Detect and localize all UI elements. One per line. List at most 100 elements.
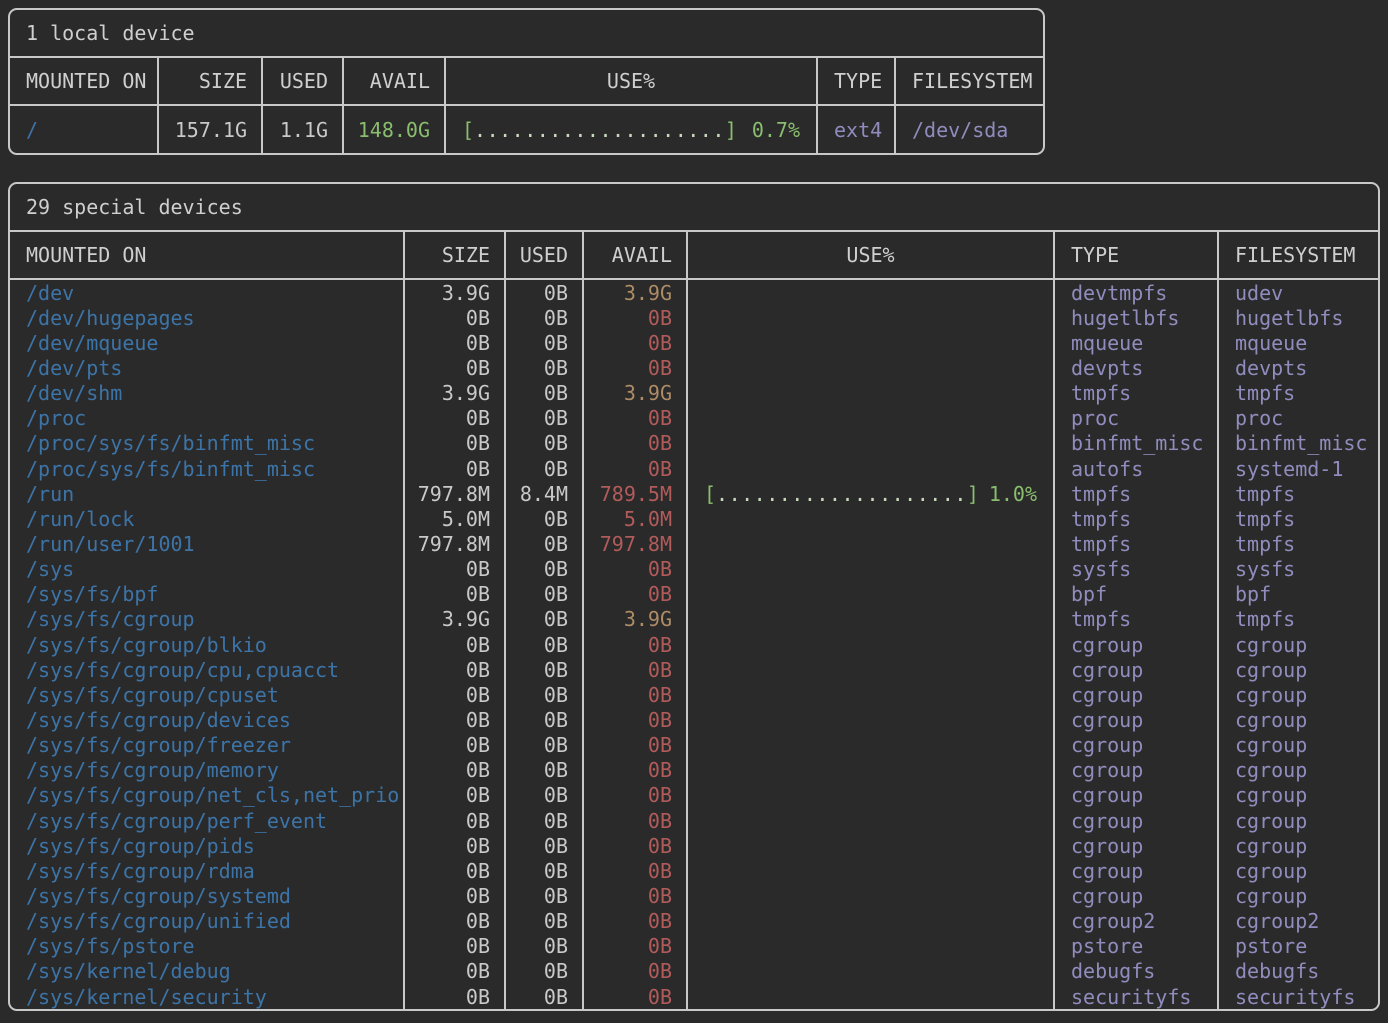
usage-cell: [686, 606, 1053, 632]
avail-cell: 0B: [582, 556, 686, 582]
type-cell: cgroup: [1053, 732, 1217, 758]
used-cell: 0B: [504, 280, 582, 306]
mount-cell: /sys/fs/cgroup/systemd: [26, 883, 291, 908]
type-cell: tmpfs: [1053, 380, 1217, 406]
mount-cell: /sys/kernel/security: [26, 984, 267, 1009]
size-cell: 0B: [403, 707, 504, 733]
mount-cell: /sys/fs/bpf: [26, 582, 159, 607]
table-row: /sys/fs/bpf 0B 0B 0B bpf bpf: [10, 581, 1378, 607]
size-cell: 0B: [403, 657, 504, 683]
filesystem-cell: mqueue: [1217, 330, 1378, 356]
avail-cell: 0B: [582, 757, 686, 783]
mount-cell: /sys/fs/cgroup/blkio: [26, 632, 267, 657]
column-header-mounted-on: MOUNTED ON: [26, 243, 147, 267]
avail-cell: 0B: [582, 858, 686, 884]
used-cell: 0B: [504, 305, 582, 331]
filesystem-cell: cgroup: [1217, 833, 1378, 859]
usage-cell: [686, 455, 1053, 482]
avail-cell: 0B: [582, 732, 686, 758]
filesystem-cell: cgroup: [1217, 682, 1378, 708]
mount-cell: /proc/sys/fs/binfmt_misc: [26, 456, 315, 481]
table-row: /proc/sys/fs/binfmt_misc 0B 0B 0B autofs…: [10, 455, 1378, 482]
usage-cell: [686, 380, 1053, 406]
type-cell: cgroup: [1053, 631, 1217, 658]
usage-cell: [686, 933, 1053, 959]
used-cell: 0B: [504, 531, 582, 557]
special-devices-header-row: MOUNTED ON SIZE USED AVAIL USE% TYPE FIL…: [10, 232, 1378, 280]
filesystem-cell: cgroup: [1217, 707, 1378, 733]
avail-cell: 0B: [582, 430, 686, 456]
usage-bar: [....................]: [704, 481, 979, 506]
table-row: /sys/fs/cgroup 3.9G 0B 3.9G tmpfs tmpfs: [10, 606, 1378, 632]
size-cell: 0B: [403, 908, 504, 934]
usage-cell: [686, 355, 1053, 381]
table-row: /sys/fs/cgroup/unified 0B 0B 0B cgroup2 …: [10, 908, 1378, 934]
type-cell: bpf: [1053, 581, 1217, 607]
table-row: /run 797.8M 8.4M 789.5M [...............…: [10, 481, 1378, 507]
avail-cell: 0B: [582, 305, 686, 331]
column-header-size: SIZE: [157, 58, 261, 104]
usage-percent: 1.0%: [988, 481, 1037, 506]
size-cell: 0B: [403, 305, 504, 331]
used-cell: 0B: [504, 983, 582, 1010]
type-cell: proc: [1053, 405, 1217, 431]
mount-cell: /dev/hugepages: [26, 305, 195, 330]
table-row: /sys/fs/cgroup/net_cls,net_prio 0B 0B 0B…: [10, 782, 1378, 808]
type-cell: cgroup: [1053, 782, 1217, 808]
usage-cell: [686, 657, 1053, 683]
used-cell: 0B: [504, 330, 582, 356]
mount-cell: /dev: [26, 280, 75, 305]
type-cell: debugfs: [1053, 958, 1217, 984]
table-row: /sys/fs/cgroup/cpuset 0B 0B 0B cgroup cg…: [10, 682, 1378, 708]
type-cell: ext4: [816, 106, 894, 153]
size-cell: 0B: [403, 631, 504, 658]
type-cell: cgroup: [1053, 883, 1217, 909]
size-cell: 0B: [403, 782, 504, 808]
size-cell: 3.9G: [403, 606, 504, 632]
size-cell: 0B: [403, 833, 504, 859]
usage-cell: [686, 833, 1053, 859]
table-row: /sys/fs/cgroup/memory 0B 0B 0B cgroup cg…: [10, 757, 1378, 783]
type-cell: tmpfs: [1053, 531, 1217, 557]
avail-cell: 0B: [582, 883, 686, 909]
local-devices-table: 1 local device MOUNTED ON SIZE USED AVAI…: [8, 8, 1045, 155]
avail-cell: 148.0G: [342, 106, 444, 153]
avail-cell: 0B: [582, 405, 686, 431]
usage-percent: 0.7%: [751, 117, 800, 142]
table-row: / 157.1G 1.1G 148.0G [..................…: [10, 106, 1043, 153]
mount-cell: /sys/fs/cgroup/pids: [26, 833, 255, 858]
table-row: /dev/shm 3.9G 0B 3.9G tmpfs tmpfs: [10, 380, 1378, 406]
table-row: /sys/fs/cgroup/systemd 0B 0B 0B cgroup c…: [10, 883, 1378, 909]
type-cell: cgroup: [1053, 858, 1217, 884]
type-cell: binfmt_misc: [1053, 430, 1217, 456]
usage-cell: [686, 858, 1053, 884]
filesystem-cell: cgroup: [1217, 807, 1378, 834]
local-devices-header-row: MOUNTED ON SIZE USED AVAIL USE% TYPE FIL…: [10, 58, 1043, 106]
table-row: /sys/fs/cgroup/freezer 0B 0B 0B cgroup c…: [10, 732, 1378, 758]
table-row: /run/lock 5.0M 0B 5.0M tmpfs tmpfs: [10, 506, 1378, 532]
used-cell: 0B: [504, 807, 582, 834]
filesystem-cell: bpf: [1217, 581, 1378, 607]
avail-cell: 0B: [582, 682, 686, 708]
filesystem-cell: securityfs: [1217, 983, 1378, 1010]
usage-cell: [686, 908, 1053, 934]
size-cell: 797.8M: [403, 481, 504, 507]
filesystem-cell: sysfs: [1217, 556, 1378, 582]
avail-cell: 797.8M: [582, 531, 686, 557]
used-cell: 0B: [504, 405, 582, 431]
avail-cell: 0B: [582, 833, 686, 859]
size-cell: 0B: [403, 455, 504, 482]
used-cell: 0B: [504, 657, 582, 683]
avail-cell: 789.5M: [582, 481, 686, 507]
size-cell: 0B: [403, 330, 504, 356]
filesystem-cell: cgroup: [1217, 657, 1378, 683]
filesystem-cell: debugfs: [1217, 958, 1378, 984]
mount-cell: /sys/fs/cgroup/devices: [26, 707, 291, 732]
table-row: /proc 0B 0B 0B proc proc: [10, 405, 1378, 431]
avail-cell: 0B: [582, 657, 686, 683]
filesystem-cell: systemd-1: [1217, 455, 1378, 482]
usage-cell: [686, 807, 1053, 834]
used-cell: 0B: [504, 430, 582, 456]
size-cell: 0B: [403, 355, 504, 381]
mount-cell: /run/lock: [26, 506, 135, 531]
